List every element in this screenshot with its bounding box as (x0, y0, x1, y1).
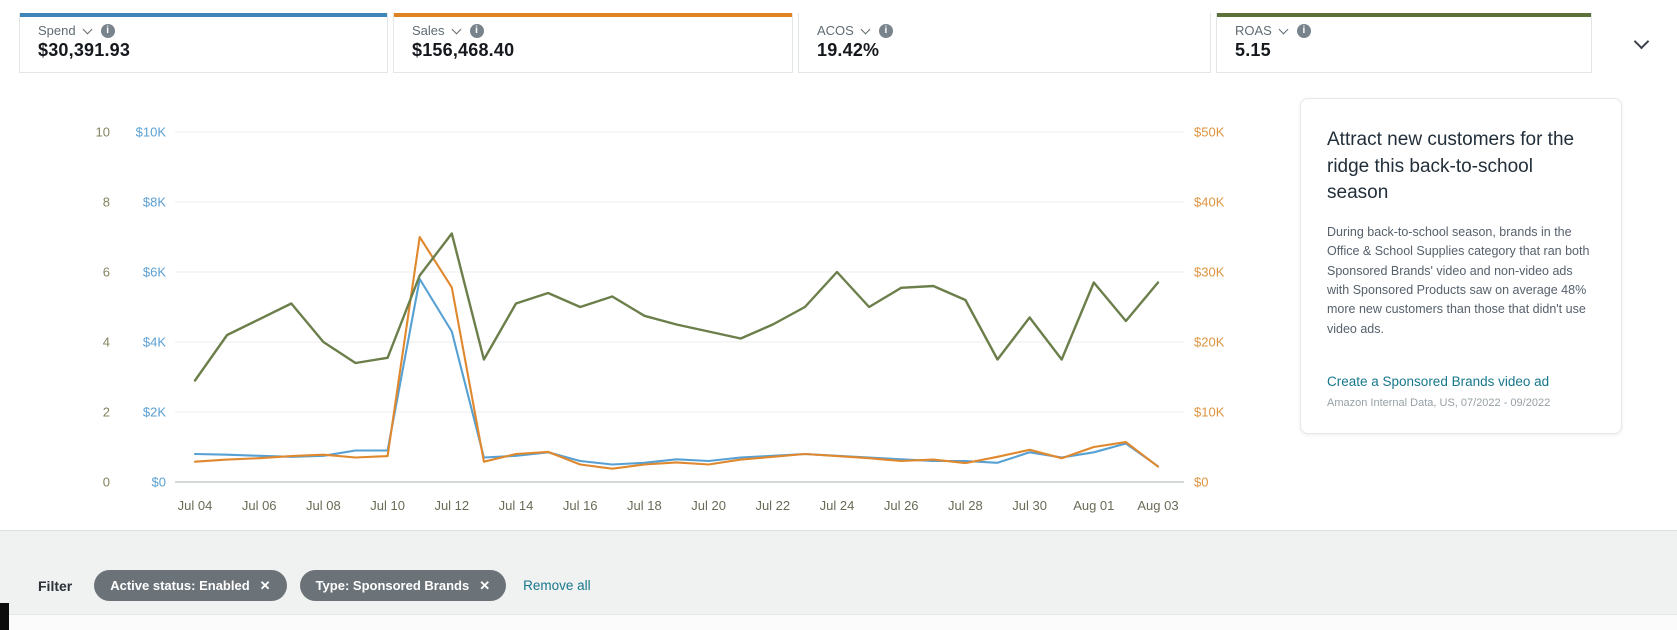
metric-card-sales: Sales i $156,468.40 (393, 13, 793, 73)
filter-chips: Active status: Enabled ✕ Type: Sponsored B… (94, 570, 519, 601)
x-axis-label: Jul 28 (948, 498, 983, 513)
left-ratio-axis-label: 6 (103, 265, 110, 280)
metric-dropdown-roas[interactable]: ROAS i (1235, 23, 1573, 38)
x-axis-label: Jul 14 (499, 498, 534, 513)
right-currency-axis-label: $10K (1194, 405, 1225, 420)
metric-label: ACOS (817, 23, 854, 38)
promo-body: During back-to-school season, brands in … (1327, 224, 1590, 336)
metric-card-spend: Spend i $30,391.93 (19, 13, 388, 73)
left-currency-axis-label: $2K (143, 405, 166, 420)
metric-dropdown-sales[interactable]: Sales i (412, 23, 774, 38)
left-ratio-axis-label: 4 (103, 335, 110, 350)
sales-line (193, 235, 1160, 470)
metric-accent-bar (20, 13, 387, 17)
x-axis-label: Jul 22 (755, 498, 790, 513)
metric-card-roas: ROAS i 5.15 (1216, 13, 1592, 73)
metric-accent-bar (1217, 13, 1591, 17)
promo-title: Attract new customers for the ridge this… (1327, 129, 1575, 204)
roas-line (193, 232, 1160, 382)
metric-value: 5.15 (1235, 40, 1271, 60)
filter-chip[interactable]: Type: Sponsored Brands ✕ (299, 570, 507, 601)
metric-label: Sales (412, 23, 445, 38)
x-axis-label: Jul 12 (434, 498, 469, 513)
remove-all-link[interactable]: Remove all (523, 578, 591, 593)
x-axis-label: Jul 06 (242, 498, 277, 513)
right-currency-axis-label: $30K (1194, 265, 1225, 280)
info-icon[interactable]: i (469, 23, 484, 38)
info-icon[interactable]: i (878, 23, 893, 38)
filter-section: Filter Active status: Enabled ✕ Type: Spon… (0, 531, 1677, 630)
metric-label: ROAS (1235, 23, 1272, 38)
x-axis-label: Aug 01 (1073, 498, 1114, 513)
spend-line (193, 277, 1160, 468)
left-ratio-axis-label: 0 (103, 475, 110, 490)
x-axis-label: Jul 04 (178, 498, 213, 513)
right-currency-axis-label: $50K (1194, 125, 1225, 140)
next-section-card (9, 614, 1677, 630)
close-icon[interactable]: ✕ (479, 577, 491, 593)
x-axis-label: Jul 08 (306, 498, 341, 513)
info-icon[interactable]: i (1296, 23, 1311, 38)
x-axis-label: Jul 10 (370, 498, 405, 513)
panel-collapse-button[interactable] (1631, 33, 1651, 54)
metric-label: Spend (38, 23, 76, 38)
metric-value: $156,468.40 (412, 40, 515, 60)
metric-accent-bar (394, 13, 792, 17)
x-axis-label: Jul 24 (820, 498, 855, 513)
left-currency-axis-label: $10K (136, 125, 167, 140)
left-currency-axis-label: $6K (143, 265, 166, 280)
right-currency-axis-label: $0 (1194, 475, 1208, 490)
x-axis-label: Jul 16 (563, 498, 598, 513)
filter-chip-label: Active status: Enabled (110, 578, 250, 593)
info-icon[interactable]: i (100, 23, 115, 38)
promo-link[interactable]: Create a Sponsored Brands video ad (1327, 374, 1550, 389)
chart-svg: 0 2 4 6 8 10 $0 $2K $4K $6K $8K $10K $0 $10K $20K $30K $… (96, 125, 1225, 514)
left-ratio-axis-label: 8 (103, 195, 110, 210)
x-axis-label: Aug 03 (1137, 498, 1178, 513)
left-currency-axis-label: $0 (152, 475, 166, 490)
left-ratio-axis-label: 2 (103, 405, 110, 420)
filter-label: Filter (38, 577, 73, 594)
chevron-down-icon (451, 24, 461, 35)
x-axis-label: Jul 20 (691, 498, 726, 513)
metric-value: $30,391.93 (38, 40, 131, 60)
filter-chip[interactable]: Active status: Enabled ✕ (94, 570, 287, 601)
x-axis-label: Jul 26 (884, 498, 919, 513)
left-currency-axis-label: $8K (143, 195, 166, 210)
left-currency-axis-label: $4K (143, 335, 166, 350)
metric-dropdown-spend[interactable]: Spend i (38, 23, 369, 38)
chevron-down-icon (1278, 24, 1289, 35)
promo-card: Attract new customers for the ridge this… (1300, 98, 1622, 434)
metric-dropdown-acos[interactable]: ACOS i (817, 23, 1192, 38)
promo-attribution: Amazon Internal Data, US, 07/2022 - 09/2… (1327, 397, 1551, 409)
right-currency-axis-label: $20K (1194, 335, 1225, 350)
metrics-chart-panel: Spend i $30,391.93 Sales i $156,468.40 ACOS i 19… (0, 13, 1677, 531)
sidebar-edge (0, 603, 9, 630)
metric-value: 19.42% (817, 40, 880, 60)
filter-chip-label: Type: Sponsored Brands (315, 578, 470, 593)
metric-cards: Spend i $30,391.93 Sales i $156,468.40 ACOS i 19… (19, 13, 1592, 73)
chevron-down-icon (860, 24, 871, 35)
right-currency-axis-label: $40K (1194, 195, 1225, 210)
x-axis-label: Jul 18 (627, 498, 662, 513)
left-ratio-axis-label: 10 (96, 125, 110, 140)
filter-bar: Filter Active status: Enabled ✕ Type: Spon… (38, 570, 591, 601)
chevron-down-icon (1633, 33, 1649, 50)
metric-card-acos: ACOS i 19.42% (798, 13, 1211, 73)
close-icon[interactable]: ✕ (259, 577, 271, 593)
chevron-down-icon (82, 24, 93, 35)
x-axis-label: Jul 30 (1012, 498, 1047, 513)
